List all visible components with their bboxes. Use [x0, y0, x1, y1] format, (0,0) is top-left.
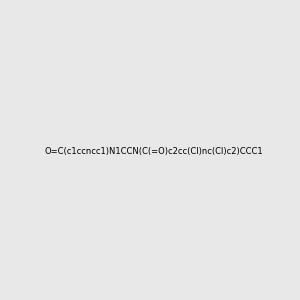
Text: O=C(c1ccncc1)N1CCN(C(=O)c2cc(Cl)nc(Cl)c2)CCC1: O=C(c1ccncc1)N1CCN(C(=O)c2cc(Cl)nc(Cl)c2… — [44, 147, 263, 156]
